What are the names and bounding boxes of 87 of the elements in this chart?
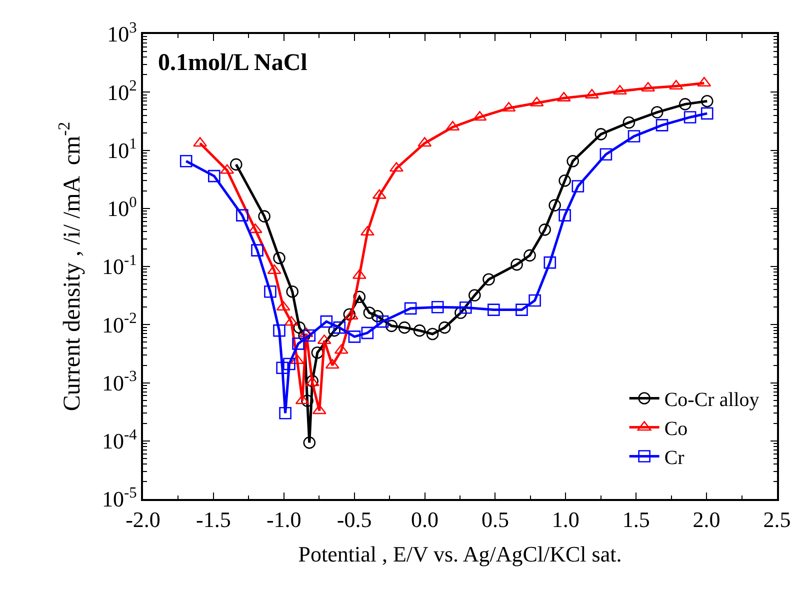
point bbox=[548, 199, 561, 212]
point bbox=[251, 244, 264, 256]
point bbox=[622, 116, 636, 129]
y-tick-label: 10$^{-3}$ bbox=[102, 368, 138, 396]
x-tick-label: 2.5 bbox=[763, 507, 791, 532]
y-tick-label: 10$^{1}$ bbox=[107, 136, 137, 163]
y-tick-label: 10$^{0}$ bbox=[107, 194, 138, 222]
point bbox=[566, 154, 579, 168]
point bbox=[656, 119, 668, 132]
point bbox=[344, 310, 358, 320]
point bbox=[348, 330, 361, 343]
point bbox=[628, 130, 640, 142]
x-tick-label: -1.5 bbox=[196, 507, 231, 532]
y-tick-label: 10$^{-2}$ bbox=[102, 310, 137, 338]
point bbox=[208, 170, 220, 182]
point bbox=[558, 209, 571, 222]
y-tick-label: 10$^{3}$ bbox=[107, 19, 138, 47]
point bbox=[273, 252, 286, 264]
point bbox=[311, 346, 324, 359]
point bbox=[299, 327, 314, 338]
x-tick-label: 2.0 bbox=[692, 507, 720, 532]
point bbox=[371, 310, 384, 322]
point bbox=[558, 174, 571, 187]
x-tick-label: 1.5 bbox=[622, 507, 650, 532]
legend-label: Co bbox=[664, 418, 688, 440]
point bbox=[286, 285, 298, 298]
legend-label: Co-Cr alloy bbox=[664, 389, 760, 412]
point bbox=[468, 289, 481, 302]
point bbox=[516, 304, 528, 316]
point bbox=[528, 294, 541, 307]
point bbox=[230, 158, 242, 171]
point bbox=[482, 273, 495, 286]
point bbox=[180, 154, 192, 168]
x-tick-label: 0.0 bbox=[411, 507, 439, 532]
point bbox=[283, 358, 296, 370]
point bbox=[258, 210, 270, 222]
y-tick-label: 10$^{2}$ bbox=[107, 78, 137, 105]
point bbox=[600, 148, 612, 160]
point bbox=[426, 328, 439, 340]
point bbox=[273, 324, 286, 337]
legend-label: Cr bbox=[664, 447, 685, 470]
point bbox=[343, 308, 356, 321]
annotation: 0.1mol/L NaCl bbox=[158, 50, 308, 76]
x-axis-title: Potential , E/V vs. Ag/AgCl/KCl sat. bbox=[298, 542, 622, 567]
y-tick-label: 10$^{-4}$ bbox=[102, 426, 138, 454]
point bbox=[446, 120, 460, 131]
point bbox=[678, 98, 692, 110]
point bbox=[376, 315, 389, 328]
point bbox=[398, 321, 411, 334]
x-tick-label: 0.5 bbox=[481, 507, 509, 532]
point bbox=[612, 84, 627, 95]
point bbox=[276, 362, 288, 374]
point bbox=[292, 338, 304, 350]
point bbox=[303, 329, 316, 342]
point bbox=[276, 300, 290, 311]
point bbox=[594, 128, 608, 140]
point bbox=[524, 249, 536, 262]
point bbox=[404, 302, 417, 315]
point bbox=[303, 436, 316, 449]
point bbox=[438, 321, 451, 334]
point bbox=[361, 326, 374, 340]
point bbox=[293, 321, 306, 334]
point bbox=[363, 306, 376, 319]
point bbox=[320, 315, 333, 328]
point bbox=[279, 406, 292, 420]
point bbox=[431, 300, 444, 314]
point bbox=[572, 180, 584, 192]
point bbox=[353, 290, 366, 304]
x-tick-label: 1.0 bbox=[552, 507, 580, 532]
point bbox=[333, 321, 346, 334]
x-tick-label: -1.0 bbox=[266, 507, 302, 532]
point bbox=[488, 304, 500, 316]
point bbox=[385, 320, 398, 332]
point bbox=[650, 106, 664, 118]
point bbox=[544, 256, 556, 269]
point bbox=[684, 111, 696, 124]
point bbox=[700, 107, 714, 120]
y-tick-label: 10$^{-1}$ bbox=[102, 252, 137, 280]
point bbox=[510, 258, 523, 271]
point bbox=[700, 94, 714, 108]
point bbox=[413, 324, 426, 337]
point bbox=[459, 301, 472, 314]
point bbox=[360, 226, 374, 236]
point bbox=[538, 224, 551, 236]
point bbox=[236, 209, 248, 222]
point bbox=[264, 285, 276, 298]
x-tick-label: -0.5 bbox=[336, 507, 372, 532]
